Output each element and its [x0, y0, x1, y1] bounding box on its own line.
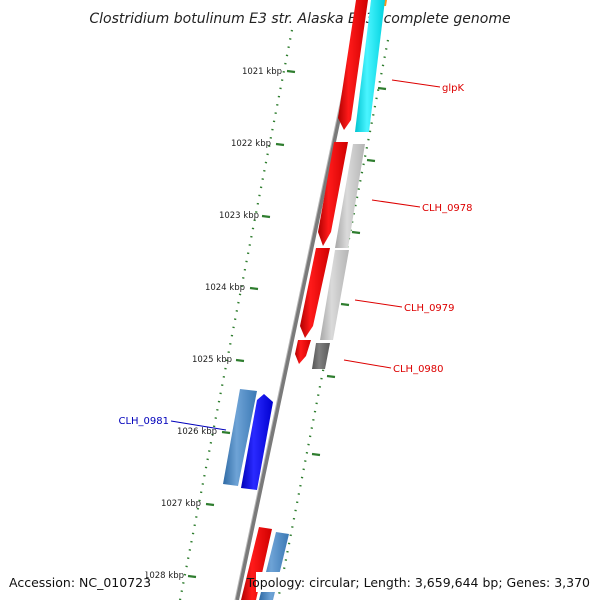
major-tick	[235, 358, 245, 363]
footer-summary-bg	[256, 572, 594, 592]
tick-label: 1023 kbp	[219, 211, 259, 221]
leader-clh0981	[170, 420, 227, 431]
gene-label-clh0980[interactable]: CLH_0980	[393, 364, 444, 375]
major-tick	[286, 69, 296, 74]
major-tick	[351, 230, 361, 235]
major-tick	[249, 286, 259, 291]
cds-feature-clh0979[interactable]	[320, 250, 349, 340]
leader-clh0980	[343, 359, 392, 369]
accession-text: Accession: NC_010723	[9, 575, 151, 590]
tick-label: 1027 kbp	[161, 499, 201, 509]
label-leaders	[170, 79, 441, 431]
gene-label-clh0978[interactable]: CLH_0978	[422, 203, 473, 214]
major-tick	[340, 302, 350, 307]
gene-label-clh0981[interactable]: CLH_0981	[118, 416, 169, 427]
tick-label: 1028 kbp	[144, 571, 184, 581]
leader-glpk	[391, 79, 441, 88]
tick-label: 1024 kbp	[205, 283, 245, 293]
major-tick	[221, 430, 231, 435]
major-tick	[187, 574, 197, 579]
cds-feature-cyan[interactable]	[355, 0, 385, 132]
cds-feature-bottom-red[interactable]	[241, 527, 272, 600]
major-tick	[326, 374, 336, 379]
cds-feature-clh0978[interactable]	[335, 144, 365, 248]
tick-label: 1026 kbp	[177, 427, 217, 437]
leader-clh0978	[371, 199, 421, 208]
major-tick	[366, 158, 376, 163]
outer-major-ticks	[311, 86, 387, 457]
major-ticks	[187, 69, 296, 579]
gene-label-clh0979[interactable]: CLH_0979	[404, 303, 455, 314]
cds-feature-glpk[interactable]	[338, 0, 368, 130]
map-title: Clostridium botulinum E3 str. Alaska E43…	[89, 11, 510, 27]
major-tick	[205, 502, 215, 507]
gene-label-glpk[interactable]: glpK	[442, 83, 464, 94]
cds-feature-clh0981[interactable]	[223, 389, 257, 486]
leader-clh0979	[354, 299, 403, 308]
cds-feature-clh0981-blue[interactable]	[241, 394, 273, 490]
cds-feature-clh0980[interactable]	[312, 343, 330, 369]
major-tick	[275, 142, 285, 147]
cds-feature-clh0978-forward[interactable]	[318, 142, 348, 246]
tick-label: 1021 kbp	[242, 67, 282, 77]
major-tick	[261, 214, 271, 219]
major-tick	[311, 452, 321, 457]
cds-feature-clh0980-forward[interactable]	[295, 340, 311, 364]
tick-label: 1022 kbp	[231, 139, 271, 149]
scale-track-inner	[178, 29, 294, 600]
cds-feature-clh0979-forward[interactable]	[300, 248, 330, 338]
genome-summary-text: Topology: circular; Length: 3,659,644 bp…	[246, 575, 590, 590]
major-tick	[377, 86, 387, 91]
footer-accession-bg	[4, 572, 146, 592]
tick-label: 1025 kbp	[192, 355, 232, 365]
